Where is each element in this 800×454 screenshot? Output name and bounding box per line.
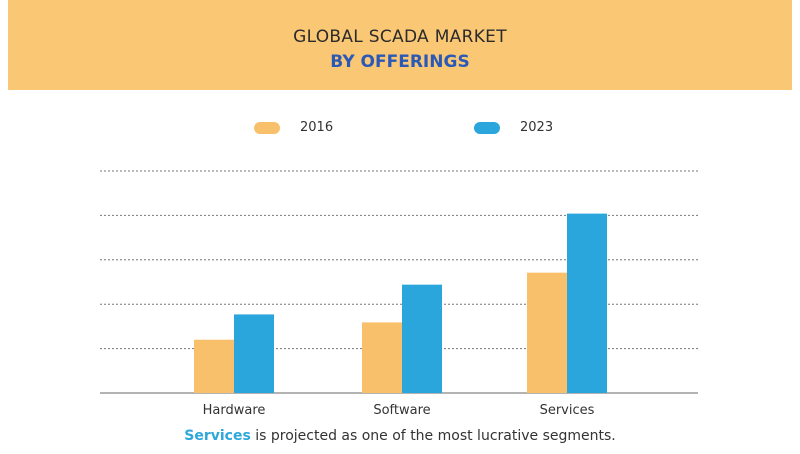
legend-swatch-2023	[474, 121, 500, 134]
bar-software-2023	[402, 284, 442, 393]
chart-title: GLOBAL SCADA MARKET	[293, 27, 507, 47]
legend-item-2016: 2016	[254, 120, 333, 135]
chart-subtitle: BY OFFERINGS	[330, 52, 470, 72]
legend-item-2023: 2023	[474, 120, 553, 135]
bar-services-2023	[567, 213, 607, 393]
x-tick-label: Services	[540, 403, 595, 418]
caption-highlight: Services	[184, 428, 251, 444]
caption: Services is projected as one of the most…	[0, 428, 800, 444]
bar-hardware-2023	[234, 314, 274, 393]
x-tick-label: Hardware	[203, 403, 266, 418]
bar-hardware-2016	[194, 339, 234, 393]
caption-text: is projected as one of the most lucrativ…	[250, 428, 616, 444]
bar-services-2016	[527, 272, 567, 393]
legend-label-2023: 2023	[520, 120, 554, 135]
bar-software-2016	[362, 322, 402, 393]
legend-label-2016: 2016	[300, 120, 334, 135]
x-tick-label: Software	[373, 403, 430, 418]
legend-swatch-2016	[254, 121, 280, 134]
title-banner: GLOBAL SCADA MARKET BY OFFERINGS	[8, 0, 792, 90]
